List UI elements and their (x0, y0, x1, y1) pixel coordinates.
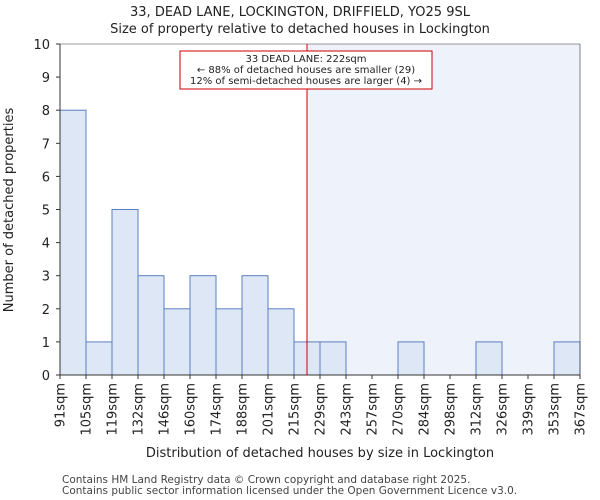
y-tick-label: 0 (42, 369, 50, 384)
x-tick-label: 298sqm (444, 383, 459, 436)
x-axis-label: Distribution of detached houses by size … (146, 446, 494, 461)
x-tick-label: 132sqm (132, 383, 147, 436)
y-tick-label: 7 (42, 137, 50, 152)
x-tick-label: 270sqm (392, 383, 407, 436)
x-tick-label: 105sqm (80, 383, 95, 436)
x-tick-label: 201sqm (262, 383, 277, 436)
bar-201sqm (267, 308, 295, 376)
y-tick-label: 6 (42, 170, 50, 185)
chart-title: 33, DEAD LANE, LOCKINGTON, DRIFFIELD, YO… (130, 5, 471, 20)
annotation-line-1: 33 DEAD LANE: 222sqm (245, 54, 366, 65)
y-tick-label: 3 (42, 270, 50, 285)
x-tick-label: 243sqm (340, 383, 355, 436)
x-tick-label: 257sqm (366, 383, 381, 436)
bar-160sqm (189, 275, 217, 376)
bar-188sqm (241, 275, 269, 376)
x-tick-label: 160sqm (184, 383, 199, 436)
y-tick-label: 10 (33, 38, 50, 53)
footer-line-1: Contains HM Land Registry data © Crown c… (62, 474, 470, 486)
annotation-line-2: ← 88% of detached houses are smaller (29… (197, 65, 415, 76)
y-tick-label: 8 (42, 104, 50, 119)
x-tick-label: 312sqm (470, 383, 485, 436)
y-tick-label: 1 (42, 336, 50, 351)
bar-353sqm (553, 341, 581, 376)
x-tick-label: 284sqm (418, 383, 433, 436)
bar-105sqm (85, 341, 113, 376)
x-tick-label: 119sqm (106, 383, 121, 436)
bar-119sqm (111, 209, 139, 376)
property-marker-layer: 33 DEAD LANE: 222sqm← 88% of detached ho… (179, 44, 433, 375)
chart-subtitle: Size of property relative to detached ho… (110, 22, 490, 37)
annotation-box (179, 50, 433, 90)
x-ticks-layer: 91sqm 105sqm 119sqm 132sqm 146sqm 160sqm 174sq… (54, 375, 589, 436)
footer-line-2: Contains public sector information licen… (62, 485, 517, 497)
x-tick-label: 91sqm (54, 383, 69, 427)
highlight-region-layer (307, 44, 580, 375)
larger-region-shade (307, 44, 580, 375)
x-tick-label: 339sqm (522, 383, 537, 436)
y-tick-label: 2 (42, 303, 50, 318)
bar-91sqm (59, 109, 87, 376)
annotation-line-3: 12% of semi-detached houses are larger (… (190, 76, 422, 87)
x-tick-label: 146sqm (158, 383, 173, 436)
x-tick-label: 188sqm (236, 383, 251, 436)
bar-132sqm (137, 275, 165, 376)
y-axis-label: Number of detached properties (2, 108, 17, 313)
x-tick-label: 367sqm (574, 383, 589, 436)
bar-312sqm (475, 341, 503, 376)
x-tick-label: 326sqm (496, 383, 511, 436)
bar-229sqm (319, 341, 347, 376)
bar-270sqm (397, 341, 425, 376)
y-tick-label: 9 (42, 71, 50, 86)
y-tick-label: 4 (42, 237, 50, 252)
x-tick-label: 215sqm (288, 383, 303, 436)
y-ticks-layer: 0 1 2 3 4 5 6 7 8 9 10 (33, 38, 60, 384)
y-tick-label: 5 (42, 204, 50, 219)
x-tick-label: 229sqm (314, 383, 329, 436)
bar-174sqm (215, 308, 243, 376)
x-tick-label: 174sqm (210, 383, 225, 436)
bars-layer (59, 109, 581, 376)
bar-146sqm (163, 308, 191, 376)
x-tick-label: 353sqm (548, 383, 563, 436)
